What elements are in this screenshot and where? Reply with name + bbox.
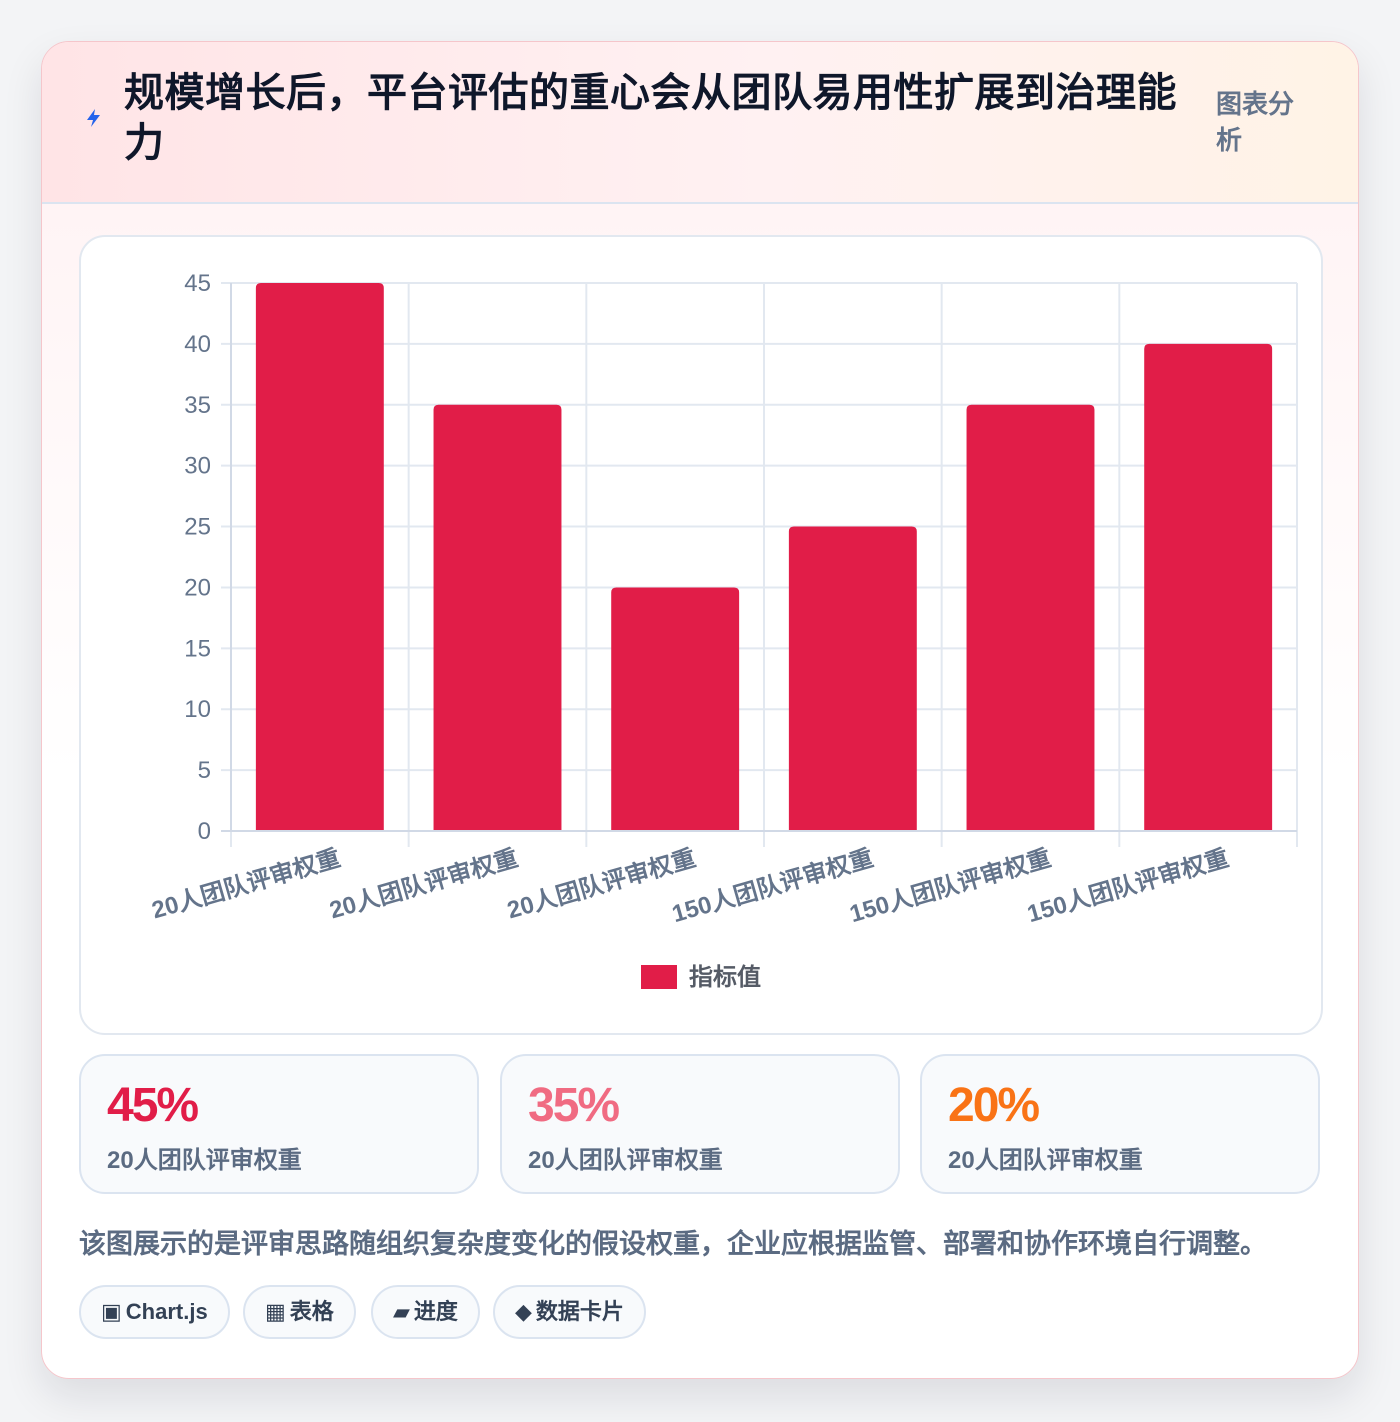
legend-swatch: [641, 965, 677, 989]
x-tick-label: 20人团队评审权重: [149, 844, 344, 925]
chip-label: 数据卡片: [535, 1299, 624, 1324]
diamond-icon: ◆: [515, 1299, 532, 1324]
chart-panel: 0 5 10 15 20 25 30 35 40 45 20人团队评审权重 20人团队评审权重 20人团…: [79, 235, 1323, 1035]
bar[interactable]: [433, 404, 562, 831]
chip-progress[interactable]: ▰ 进度: [371, 1285, 480, 1339]
legend-label: 指标值: [689, 963, 761, 991]
x-tick-label: 20人团队评审权重: [504, 844, 699, 925]
y-tick-label: 0: [198, 818, 211, 845]
y-tick-label: 40: [184, 331, 211, 358]
chip-chartjs[interactable]: ▣ Chart.js: [79, 1285, 230, 1339]
x-tick-label: 150人团队评审权重: [1024, 844, 1232, 928]
chip-label: 表格: [289, 1299, 334, 1324]
stat-value: 45%: [107, 1079, 199, 1132]
y-tick-label: 10: [184, 696, 211, 723]
chip-label: Chart.js: [125, 1299, 208, 1324]
bar[interactable]: [788, 526, 917, 831]
y-tick-label: 35: [184, 392, 211, 419]
chart-card: 规模增长后，平台评估的重心会从团队易用性扩展到治理能力 图表分析 0 5 10 15 2…: [41, 41, 1359, 1379]
stat-card-1: 45% 20人团队评审权重: [79, 1054, 479, 1194]
y-tick-label: 30: [184, 453, 211, 480]
y-tick-label: 15: [184, 635, 211, 662]
stat-card-2: 35% 20人团队评审权重: [500, 1054, 900, 1194]
page-title: 规模增长后，平台评估的重心会从团队易用性扩展到治理能力: [124, 71, 1177, 165]
stat-label: 20人团队评审权重: [528, 1147, 723, 1174]
stat-value: 35%: [528, 1079, 620, 1132]
bolt-icon: [87, 109, 100, 127]
x-tick-label: 150人团队评审权重: [846, 844, 1054, 928]
bar[interactable]: [255, 283, 384, 831]
stat-label: 20人团队评审权重: [948, 1147, 1143, 1174]
chip-label: 进度: [413, 1299, 458, 1324]
y-tick-label: 5: [198, 757, 211, 784]
y-tick-label: 25: [184, 514, 211, 541]
x-tick-label: 150人团队评审权重: [669, 844, 877, 928]
y-tick-label: 20: [184, 574, 211, 601]
square-icon: ▣: [101, 1299, 122, 1324]
y-tick-label: 45: [184, 270, 211, 297]
stat-card-3: 20% 20人团队评审权重: [920, 1054, 1320, 1194]
stat-label: 20人团队评审权重: [107, 1147, 302, 1174]
bar[interactable]: [1144, 343, 1273, 831]
bar-chart: 05101520253035404520人团队评审权重20人团队评审权重20人团…: [149, 270, 1298, 991]
stat-value: 20%: [948, 1079, 1040, 1132]
x-tick-label: 20人团队评审权重: [326, 844, 521, 925]
bar[interactable]: [966, 404, 1095, 831]
chart-analysis-tag: 图表分析: [1216, 89, 1295, 155]
card-header: 规模增长后，平台评估的重心会从团队易用性扩展到治理能力 图表分析: [42, 42, 1358, 204]
chip-table[interactable]: ▦ 表格: [243, 1285, 356, 1339]
bar[interactable]: [611, 587, 740, 831]
table-icon: ▦: [265, 1299, 286, 1324]
chip-data-card[interactable]: ◆ 数据卡片: [493, 1285, 646, 1339]
progress-icon: ▰: [393, 1299, 410, 1324]
chart-note: 该图展示的是评审思路随组织复杂度变化的假设权重，企业应根据监管、部署和协作环境自…: [79, 1229, 1267, 1259]
